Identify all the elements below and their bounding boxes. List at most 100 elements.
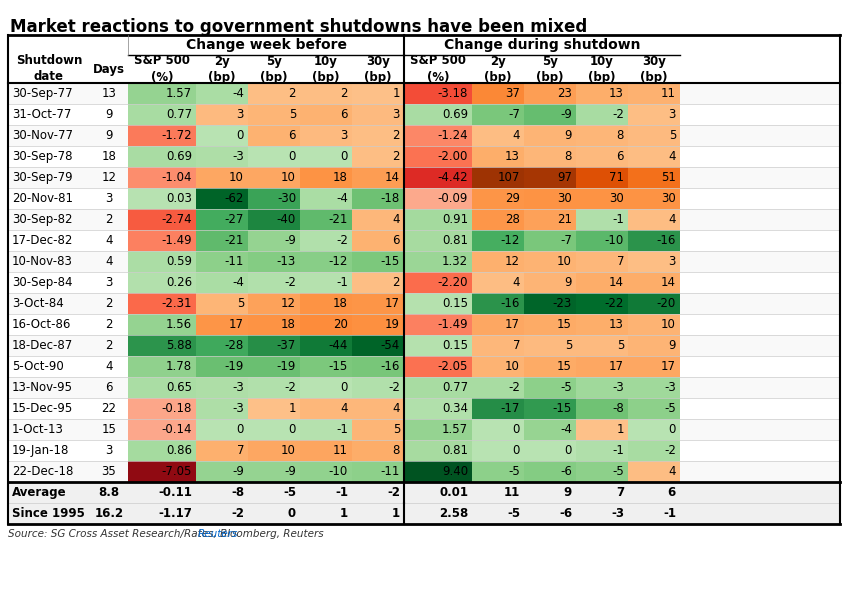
- Text: 6: 6: [341, 108, 348, 121]
- Text: -13: -13: [276, 255, 296, 268]
- Text: -1.72: -1.72: [161, 129, 192, 142]
- Text: 5.88: 5.88: [166, 339, 192, 352]
- Text: -9: -9: [561, 108, 572, 121]
- Text: 0: 0: [513, 423, 520, 436]
- Bar: [196, 356, 248, 377]
- Bar: [8, 251, 840, 272]
- Text: 5: 5: [237, 297, 244, 310]
- Text: 31-Oct-77: 31-Oct-77: [12, 108, 71, 121]
- Bar: [524, 230, 576, 251]
- Text: Market reactions to government shutdowns have been mixed: Market reactions to government shutdowns…: [10, 18, 588, 36]
- Text: 30y
(bp): 30y (bp): [365, 55, 392, 84]
- Text: 14: 14: [609, 276, 624, 289]
- Text: -2: -2: [664, 444, 676, 457]
- Text: 7: 7: [512, 339, 520, 352]
- Text: -1: -1: [612, 213, 624, 226]
- Text: -2.31: -2.31: [161, 297, 192, 310]
- Text: 15: 15: [557, 360, 572, 373]
- Text: -5: -5: [612, 465, 624, 478]
- Text: 0.77: 0.77: [442, 381, 468, 394]
- Bar: [248, 272, 300, 293]
- Bar: [404, 251, 472, 272]
- Bar: [404, 188, 472, 209]
- Bar: [248, 188, 300, 209]
- Bar: [628, 125, 680, 146]
- Text: 11: 11: [661, 87, 676, 100]
- Bar: [576, 251, 628, 272]
- Text: 0: 0: [565, 444, 572, 457]
- Bar: [524, 377, 576, 398]
- Text: -8: -8: [612, 402, 624, 415]
- Text: 51: 51: [661, 171, 676, 184]
- Bar: [472, 293, 524, 314]
- Bar: [524, 335, 576, 356]
- Bar: [248, 419, 300, 440]
- Text: -28: -28: [225, 339, 244, 352]
- Bar: [8, 356, 840, 377]
- Text: -19: -19: [276, 360, 296, 373]
- Text: -6: -6: [559, 507, 572, 520]
- Bar: [524, 209, 576, 230]
- Text: -2.05: -2.05: [438, 360, 468, 373]
- Bar: [404, 230, 472, 251]
- Bar: [576, 461, 628, 482]
- Text: 9: 9: [668, 339, 676, 352]
- Text: S&P 500
(%): S&P 500 (%): [134, 55, 190, 84]
- Text: 0.86: 0.86: [166, 444, 192, 457]
- Text: 2y
(bp): 2y (bp): [209, 55, 236, 84]
- Text: 3: 3: [668, 255, 676, 268]
- Text: 0.26: 0.26: [166, 276, 192, 289]
- Bar: [300, 146, 352, 167]
- Bar: [352, 251, 404, 272]
- Bar: [128, 188, 196, 209]
- Bar: [128, 146, 196, 167]
- Text: -0.18: -0.18: [162, 402, 192, 415]
- Bar: [472, 398, 524, 419]
- Text: 2: 2: [105, 213, 113, 226]
- Bar: [248, 293, 300, 314]
- Text: 3: 3: [105, 444, 113, 457]
- Text: -5: -5: [507, 507, 520, 520]
- Bar: [248, 104, 300, 125]
- Bar: [300, 377, 352, 398]
- Text: -9: -9: [232, 465, 244, 478]
- Bar: [404, 83, 472, 104]
- Text: 1.56: 1.56: [166, 318, 192, 331]
- Bar: [300, 188, 352, 209]
- Text: -2: -2: [284, 381, 296, 394]
- Bar: [576, 146, 628, 167]
- Text: 1: 1: [393, 87, 400, 100]
- Text: 2: 2: [105, 339, 113, 352]
- Bar: [524, 461, 576, 482]
- Bar: [576, 209, 628, 230]
- Text: -3: -3: [232, 150, 244, 163]
- Text: 4: 4: [105, 360, 113, 373]
- Bar: [404, 398, 472, 419]
- Bar: [472, 419, 524, 440]
- Text: -62: -62: [225, 192, 244, 205]
- Bar: [576, 440, 628, 461]
- Bar: [8, 440, 840, 461]
- Text: 7: 7: [616, 255, 624, 268]
- Text: S&P 500
(%): S&P 500 (%): [410, 55, 466, 84]
- Bar: [524, 272, 576, 293]
- Text: 17-Dec-82: 17-Dec-82: [12, 234, 74, 247]
- Text: 18-Dec-87: 18-Dec-87: [12, 339, 73, 352]
- Text: 0: 0: [341, 381, 348, 394]
- Bar: [128, 230, 196, 251]
- Bar: [352, 377, 404, 398]
- Text: -11: -11: [381, 465, 400, 478]
- Text: 0.03: 0.03: [166, 192, 192, 205]
- Bar: [128, 440, 196, 461]
- Text: 10y
(bp): 10y (bp): [312, 55, 340, 84]
- Text: 4: 4: [668, 150, 676, 163]
- Bar: [300, 461, 352, 482]
- Text: 0.34: 0.34: [442, 402, 468, 415]
- Text: -27: -27: [225, 213, 244, 226]
- Text: 17: 17: [661, 360, 676, 373]
- Text: 17: 17: [229, 318, 244, 331]
- Text: 0.81: 0.81: [442, 444, 468, 457]
- Text: -16: -16: [381, 360, 400, 373]
- Text: 35: 35: [102, 465, 116, 478]
- Bar: [352, 419, 404, 440]
